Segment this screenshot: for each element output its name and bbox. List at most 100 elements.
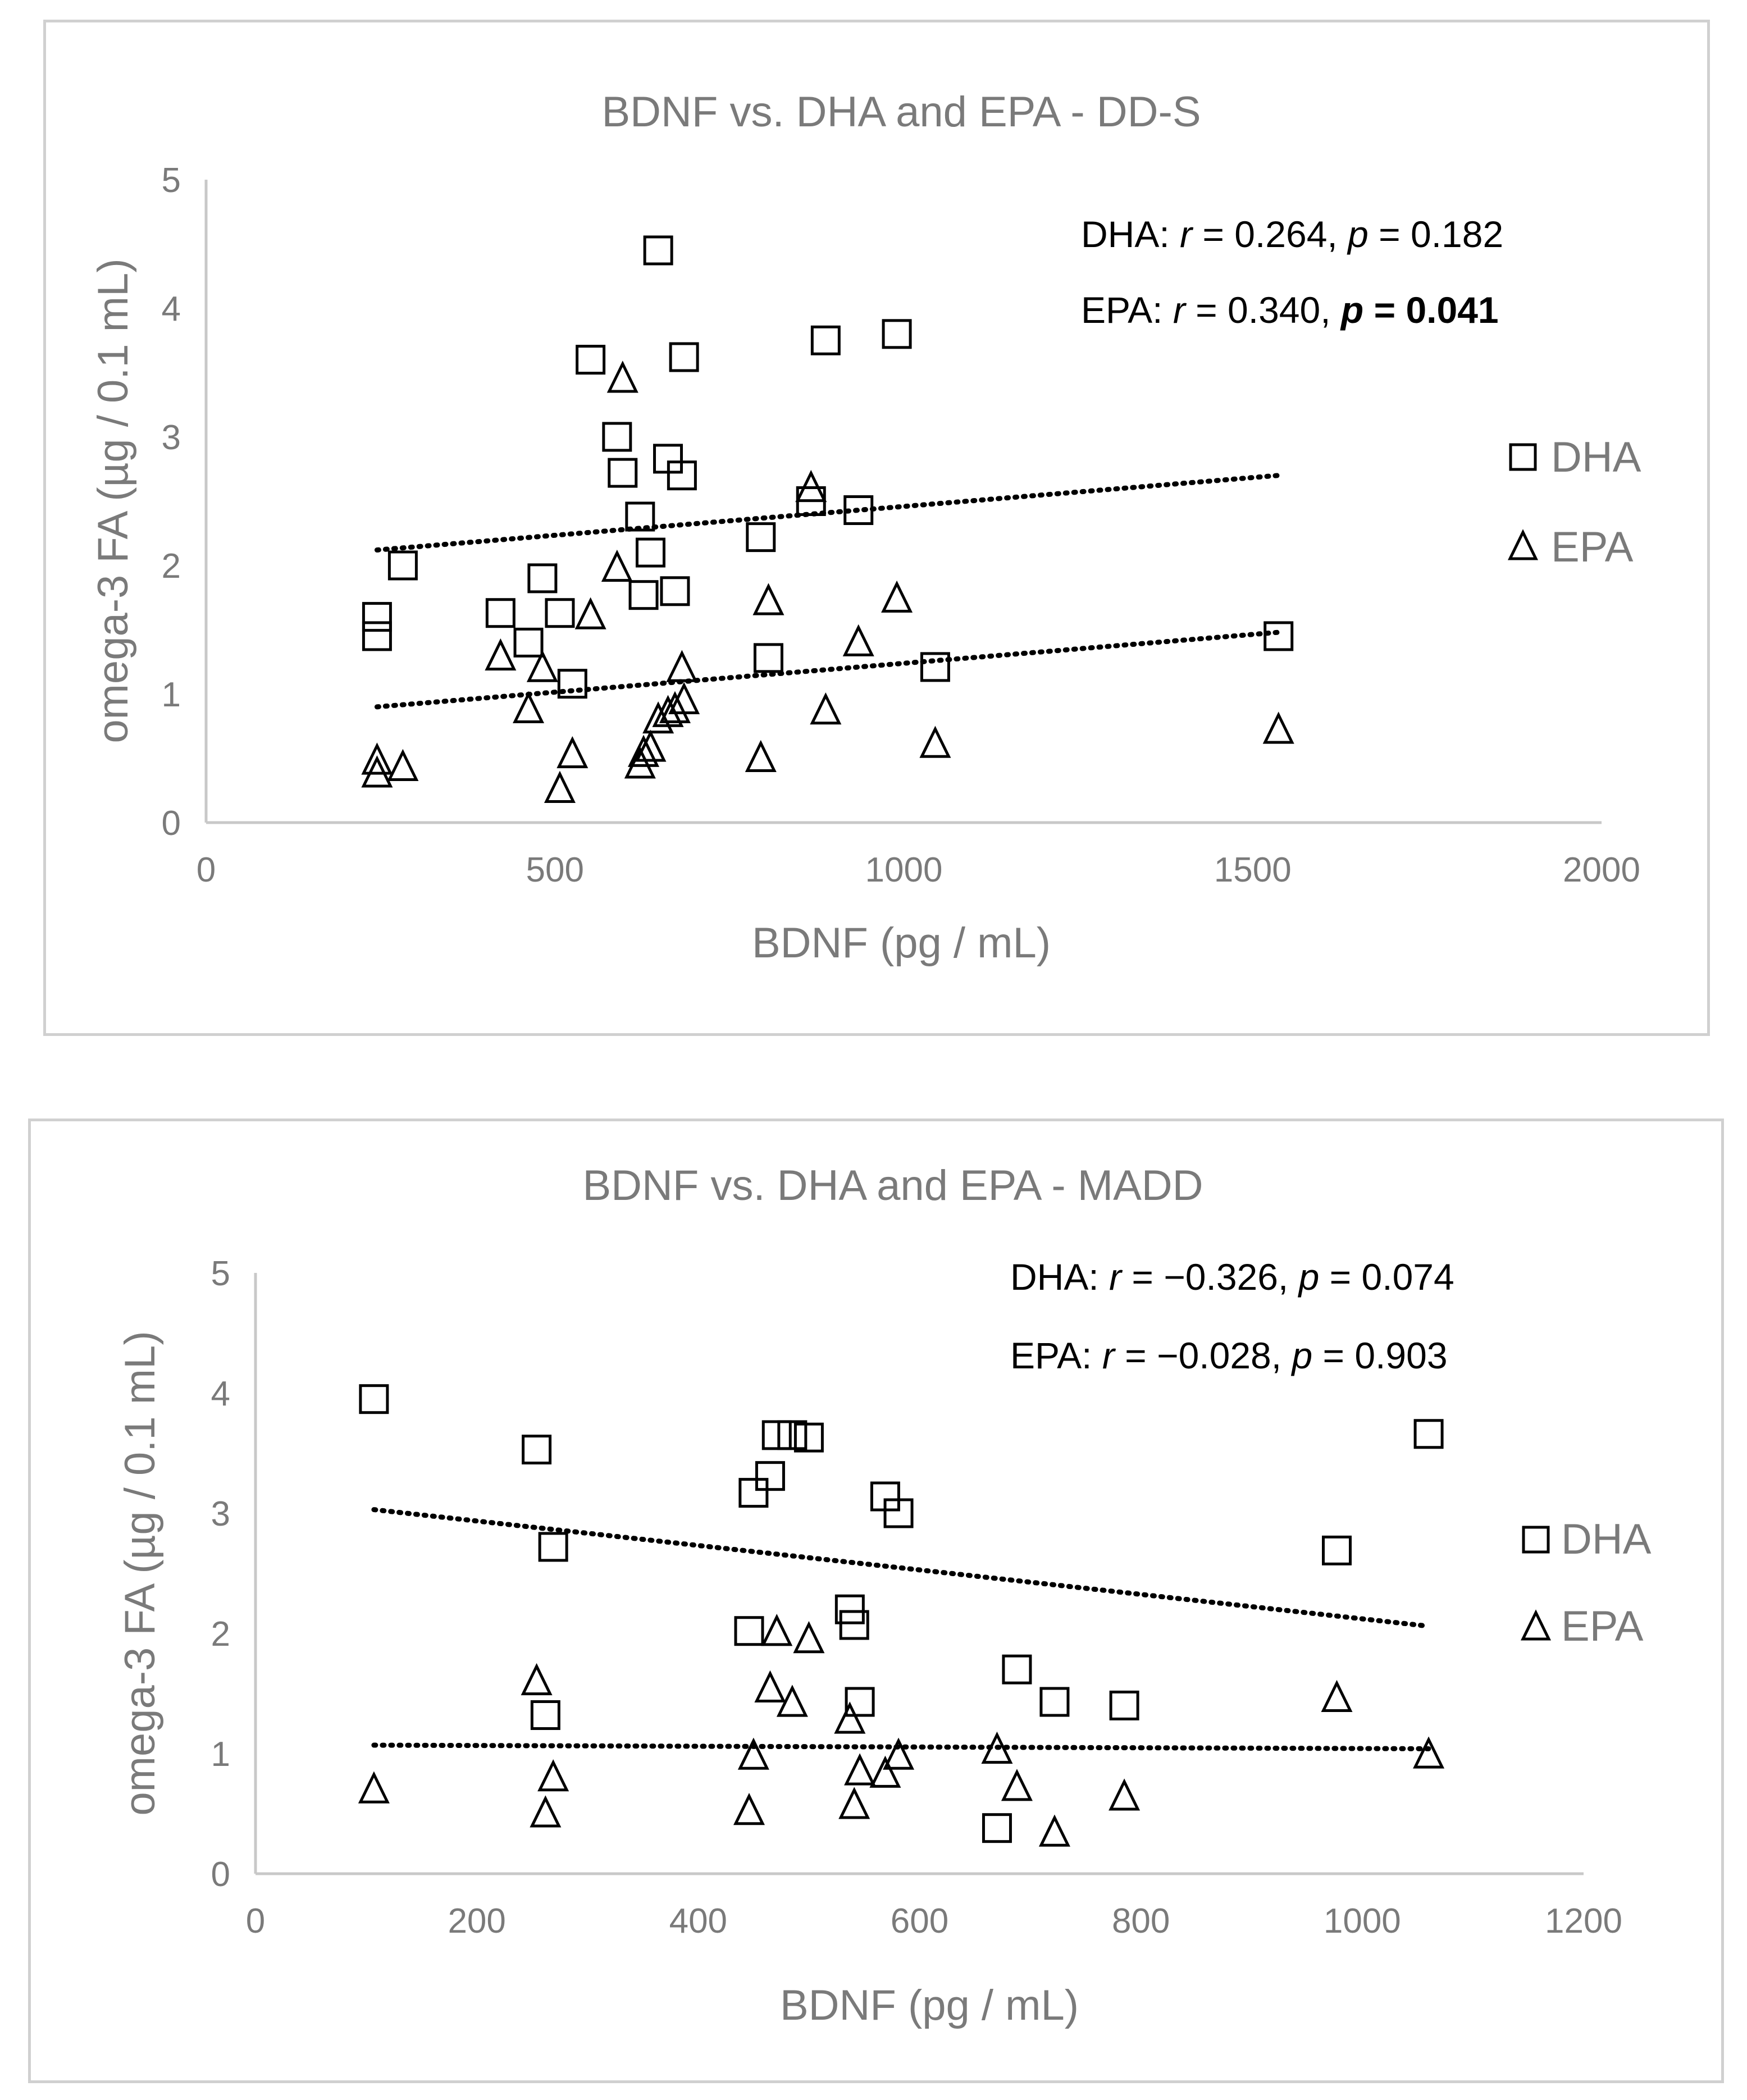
y-axis-ticks: 0 1 2 3 4 5: [211, 1254, 230, 1894]
epa-point: [844, 1753, 876, 1786]
dha-point: [387, 550, 418, 581]
dha-point: [738, 1478, 769, 1508]
legend: DHA EPA: [1507, 433, 1641, 571]
epa-point: [666, 650, 698, 682]
dha-point: [1039, 1687, 1070, 1717]
dha-point: [538, 1532, 568, 1562]
dha-point: [755, 1461, 785, 1491]
annotation-epa: EPA: r = 0.340, p = 0.041: [1081, 289, 1499, 331]
y-tick-label: 1: [211, 1735, 230, 1774]
y-axis-label: omega-3 FA (µg / 0.1 mL): [116, 1331, 164, 1815]
dha-point: [777, 1420, 808, 1450]
dha-point: [362, 621, 392, 651]
epa-point: [606, 360, 638, 393]
epa-point: [628, 734, 660, 767]
dha-point: [834, 1594, 865, 1624]
epa-point: [361, 755, 393, 788]
dha-point: [734, 1616, 764, 1646]
dha-point: [628, 580, 659, 610]
dha-point: [982, 1813, 1012, 1843]
x-axis-ticks: 0 500 1000 1500 2000: [197, 851, 1640, 889]
dha-point: [1109, 1690, 1139, 1720]
dha-point: [793, 1422, 824, 1453]
dha-point: [602, 422, 632, 452]
epa-point: [574, 597, 606, 629]
y-axis-ticks: 0 1 2 3 4 5: [162, 161, 181, 843]
legend-label-dha: DHA: [1551, 433, 1641, 481]
y-tick-label: 4: [211, 1375, 230, 1413]
data-points: [361, 235, 1294, 803]
epa-point: [557, 736, 589, 769]
legend-square-icon: [1522, 1526, 1550, 1554]
y-tick-label: 5: [162, 161, 181, 200]
trendline-dha: [374, 473, 1281, 553]
y-tick-label: 0: [162, 804, 181, 843]
dha-point: [810, 325, 841, 355]
dha-point: [362, 602, 392, 632]
epa-point: [659, 691, 691, 723]
legend-label-dha: DHA: [1561, 1515, 1652, 1563]
chart-panel-madd: BDNF vs. DHA and EPA - MADD 0 1 2 3 4 5 0 200 4…: [28, 1119, 1724, 2083]
dha-point: [576, 345, 606, 375]
epa-point: [793, 1621, 825, 1654]
chart-panel-dds: BDNF vs. DHA and EPA - DD-S 0 1 2 3 4 5 0 500 1…: [43, 20, 1710, 1036]
x-tick-label: 800: [1112, 1902, 1170, 1941]
chart-dds: BDNF vs. DHA and EPA - DD-S 0 1 2 3 4 5 0 500 1…: [89, 88, 1641, 967]
epa-point: [526, 650, 558, 682]
epa-point: [624, 746, 656, 779]
dha-point: [839, 1610, 869, 1640]
dha-point: [882, 319, 912, 349]
dha-point: [522, 1435, 552, 1465]
epa-point: [601, 549, 633, 582]
chart-madd: BDNF vs. DHA and EPA - MADD 0 1 2 3 4 5 0 200 4…: [116, 1162, 1652, 2029]
dha-point: [1413, 1419, 1444, 1449]
dha-point: [557, 669, 587, 699]
x-tick-label: 1000: [1324, 1902, 1401, 1941]
x-axis-label: BDNF (pg / mL): [752, 919, 1051, 967]
dha-point: [753, 643, 783, 673]
dha-point: [883, 1498, 914, 1528]
x-tick-label: 1200: [1545, 1902, 1622, 1941]
y-tick-label: 4: [162, 290, 181, 328]
dha-point: [920, 652, 950, 682]
dha-point: [843, 495, 874, 526]
y-tick-label: 0: [211, 1855, 230, 1894]
epa-point: [544, 770, 576, 803]
chart-title: BDNF vs. DHA and EPA - MADD: [582, 1162, 1203, 1209]
y-tick-label: 5: [211, 1254, 230, 1293]
epa-point: [883, 1737, 915, 1770]
x-tick-label: 500: [526, 851, 584, 889]
trendline-dha: [371, 1507, 1431, 1629]
x-tick-label: 200: [448, 1902, 505, 1941]
epa-point: [838, 1787, 870, 1819]
legend-label-epa: EPA: [1551, 523, 1634, 571]
dha-point: [608, 458, 638, 488]
x-tick-label: 2000: [1563, 851, 1640, 889]
epa-point: [842, 624, 874, 656]
epa-point: [1413, 1736, 1445, 1769]
dha-point: [359, 1384, 389, 1414]
epa-point: [810, 692, 842, 725]
epa-point: [1001, 1769, 1033, 1801]
trendlines: [374, 473, 1281, 710]
legend-square-icon: [1509, 443, 1537, 471]
y-tick-label: 2: [162, 547, 181, 586]
epa-point: [745, 739, 777, 772]
legend-triangle-icon: [1507, 529, 1539, 560]
epa-point: [1321, 1679, 1353, 1713]
dha-point: [625, 501, 655, 532]
x-axis-ticks: 0 200 400 600 800 1000 1200: [246, 1902, 1622, 1941]
epa-point: [752, 583, 784, 615]
epa-point: [1038, 1814, 1070, 1847]
dha-point: [669, 342, 699, 372]
trendline-epa: [371, 1742, 1431, 1751]
data-points: [358, 1384, 1445, 1847]
epa-point: [668, 682, 700, 714]
epa-point: [754, 1670, 786, 1702]
epa-point: [513, 691, 545, 723]
dha-point: [545, 598, 575, 628]
epa-point: [1262, 711, 1294, 744]
dha-point: [527, 563, 558, 594]
y-tick-label: 3: [211, 1495, 230, 1533]
annotation-dha: DHA: r = −0.326, p = 0.074: [1010, 1256, 1454, 1298]
